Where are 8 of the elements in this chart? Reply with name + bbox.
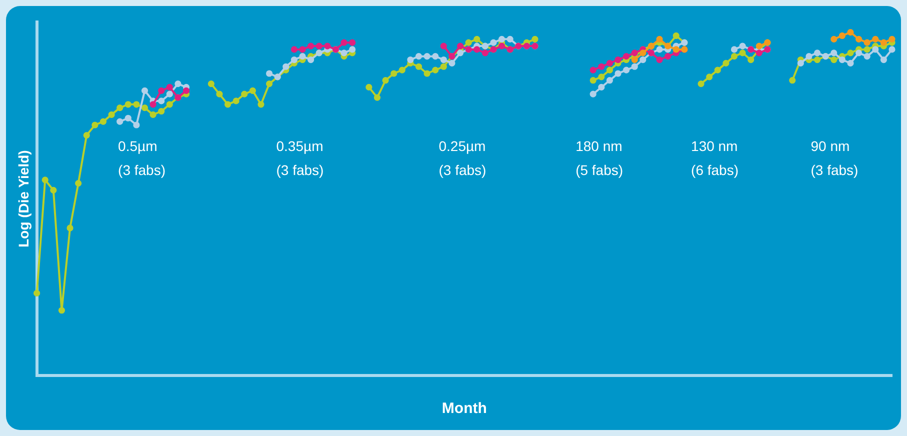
annotation: 0.5µm (3 fabs): [118, 138, 166, 178]
y-axis-title: Log (Die Yield): [15, 150, 32, 248]
annotation: 0.35µm (3 fabs): [276, 138, 324, 178]
annotation: 130 nm (6 fabs): [691, 138, 738, 178]
annotation: 180 nm (5 fabs): [576, 138, 624, 178]
annotation: 0.25µm (3 fabs): [438, 138, 486, 178]
x-axis-title: Month: [442, 400, 487, 418]
annotation: 90 nm (3 fabs): [810, 138, 858, 178]
